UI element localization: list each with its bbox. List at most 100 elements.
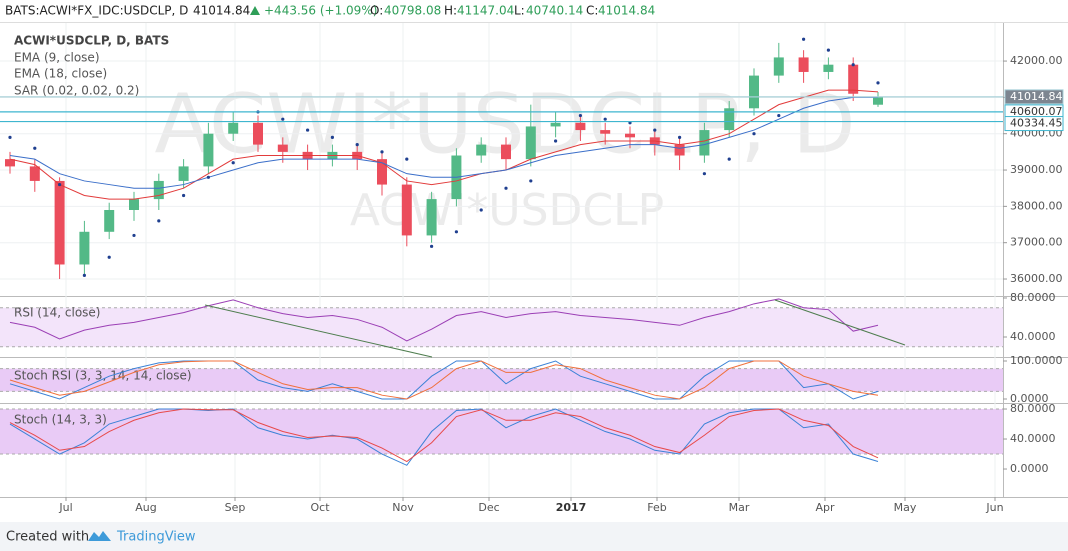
- candle-body: [79, 231, 90, 265]
- price-label: 40334.45: [1010, 117, 1063, 130]
- band: [0, 307, 1003, 347]
- candle-body: [277, 144, 288, 152]
- y-tick-label: 0.0000: [1010, 392, 1049, 405]
- sar-dot: [826, 48, 831, 52]
- x-tick-label: Mar: [729, 501, 750, 514]
- sar-dot: [281, 117, 285, 121]
- price-label: 40600.07: [1010, 105, 1063, 118]
- candle-body: [798, 57, 809, 72]
- legend-entry: SAR (0.02, 0.02, 0.2): [14, 84, 139, 98]
- up-arrow: [250, 6, 260, 15]
- x-tick-label: May: [894, 501, 917, 514]
- sar-dot: [58, 182, 62, 187]
- sar-dot: [107, 255, 111, 259]
- sar-dot: [802, 37, 806, 41]
- y-tick-label: 36000.00: [1010, 272, 1063, 285]
- candle-body: [129, 199, 139, 210]
- pane-title: ACWI*USDCLP, D, BATS: [14, 34, 169, 48]
- y-tick-label: 37000.00: [1010, 236, 1063, 249]
- x-tick-label: 2017: [556, 501, 587, 514]
- sar-dot: [727, 157, 731, 161]
- candle-body: [699, 130, 710, 156]
- x-tick-label: Jul: [58, 501, 72, 514]
- candle-body: [525, 126, 536, 160]
- sar-dot: [529, 179, 533, 183]
- candle-body: [773, 57, 784, 76]
- y-tick-label: 42000.00: [1010, 54, 1063, 67]
- y-tick-label: 38000.00: [1010, 199, 1063, 212]
- candle-body: [501, 144, 511, 160]
- close-value: 41014.84: [598, 4, 655, 18]
- candle-body: [104, 209, 115, 232]
- footer-bar: [0, 522, 1068, 551]
- low-label: L:: [514, 4, 525, 18]
- candle-body: [253, 122, 263, 145]
- trend-line: [204, 304, 433, 358]
- x-tick-label: Jun: [985, 501, 1003, 514]
- price-label-box: [1004, 89, 1064, 105]
- footer-created: Created with: [6, 530, 89, 545]
- candle-body: [377, 159, 387, 185]
- watermark-small: ACWI*USDCLP: [350, 185, 664, 236]
- candle-body: [724, 108, 735, 131]
- sar-dot: [231, 161, 235, 165]
- sar-dot: [330, 135, 334, 139]
- footer-brand[interactable]: TradingView: [116, 530, 196, 545]
- sar-dot: [206, 175, 210, 179]
- x-tick-label: Apr: [815, 501, 835, 514]
- candle-body: [749, 75, 759, 109]
- sar-dot: [82, 273, 86, 277]
- sar-dot: [777, 113, 781, 118]
- open-value: 40798.08: [384, 4, 441, 18]
- legend-entry: EMA (9, close): [14, 51, 100, 65]
- x-tick-label: Aug: [135, 501, 156, 514]
- brand-logo: [88, 531, 111, 541]
- candle-body: [29, 166, 40, 181]
- sar-dot: [430, 244, 434, 248]
- y-tick-label: 0.0000: [1010, 462, 1049, 475]
- candle-body: [5, 159, 15, 167]
- last-price: 41014.84: [193, 4, 250, 18]
- candle-body: [550, 122, 561, 127]
- sar-dot: [578, 113, 583, 118]
- y-tick-label: 100.0000: [1010, 354, 1063, 367]
- y-tick-label: 40.0000: [1010, 432, 1056, 445]
- candle-body: [401, 184, 412, 236]
- sar-dot: [33, 146, 37, 150]
- series-line: [9, 89, 879, 200]
- sar-dot: [876, 81, 880, 85]
- plot-layer: Jul Aug Sep Oct Nov Dec 2017 Feb Mar Apr May Jun 360…: [0, 23, 1064, 514]
- symbol: BATS:ACWI*FX_IDC:USDCLP, D: [5, 4, 188, 18]
- y-tick-label: 80.0000: [1010, 402, 1056, 415]
- series-line: [9, 360, 879, 400]
- y-tick-label: 40.0000: [1010, 330, 1056, 343]
- sar-dot: [702, 172, 707, 176]
- pane-title: RSI (14, close): [14, 306, 100, 320]
- sar-dot: [479, 208, 483, 212]
- open-label: O:: [370, 4, 383, 18]
- candle-body: [426, 199, 437, 236]
- candle-body: [674, 144, 685, 156]
- close-label: C:: [586, 4, 598, 18]
- y-tick-label: 80.0000: [1010, 291, 1056, 304]
- x-tick-label: Sep: [225, 501, 246, 514]
- sar-dot: [678, 135, 682, 139]
- candle-body: [153, 180, 164, 200]
- pane-title: Stoch RSI (3, 3, 14, 14, close): [14, 369, 192, 383]
- high-label: H:: [444, 4, 457, 18]
- sar-dot: [157, 219, 161, 223]
- series-line: [9, 408, 879, 466]
- sar-dot: [355, 143, 359, 147]
- low-value: 40740.14: [526, 4, 583, 18]
- x-tick-label: Feb: [647, 501, 666, 514]
- candle-body: [203, 133, 214, 167]
- sar-dot: [405, 157, 409, 161]
- series-line: [9, 96, 878, 189]
- price-label: 41014.84: [1010, 90, 1063, 103]
- sar-dot: [8, 135, 12, 139]
- series-line: [9, 298, 879, 342]
- series-line: [9, 360, 879, 400]
- trend-line: [774, 299, 906, 346]
